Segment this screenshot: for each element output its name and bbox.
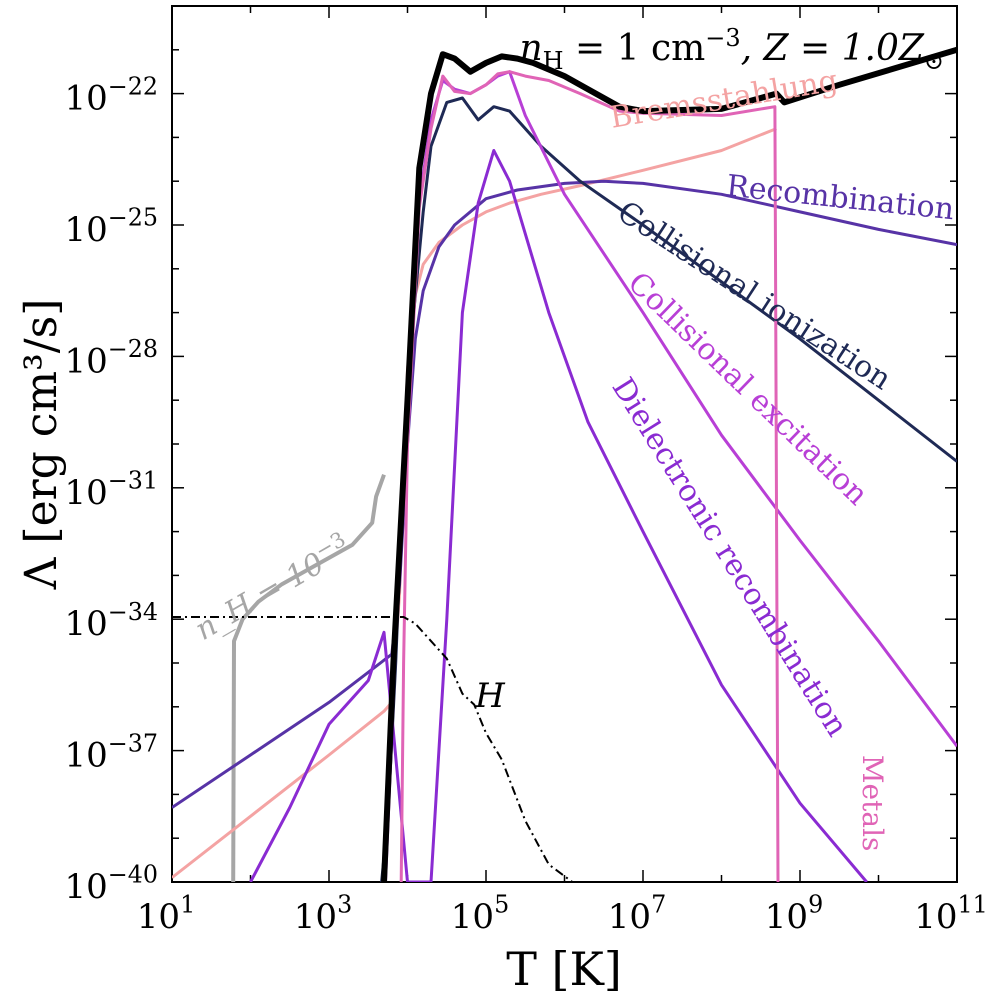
y-tick-label: 10−28 [65, 335, 159, 381]
series-line-dielectronic-recombination [249, 149, 868, 882]
series-label-recombination: Recombination [725, 169, 956, 228]
series-label-heating: H [474, 676, 506, 716]
x-tick-label: 107 [608, 891, 666, 937]
x-tick-label: 103 [294, 891, 352, 937]
series-line-total [381, 46, 957, 882]
series-label-bremsstahlung: Bremsstahlung [607, 63, 840, 135]
y-axis-label: Λ [erg cm³/s] [16, 299, 67, 591]
plot-frame [171, 5, 958, 883]
y-tick-label: 10−40 [65, 861, 159, 907]
x-tick-label: 1011 [914, 891, 988, 937]
y-tick-label: 10−22 [65, 72, 159, 118]
axes-frame-group [171, 5, 958, 883]
series-line-n-h-10-3 [231, 474, 386, 882]
series-label-metals: Metals [856, 755, 889, 852]
x-axis-label: T [K] [506, 942, 622, 996]
series-line-h [172, 616, 573, 882]
y-tick-label: 10−31 [65, 467, 159, 513]
y-tick-label: 10−25 [65, 204, 159, 250]
series-group [172, 46, 957, 882]
series-label-nh-low: n_H = 10−3 [187, 527, 357, 648]
x-tick-label: 105 [451, 891, 509, 937]
x-tick-label: 101 [137, 891, 195, 937]
y-tick-label: 10−37 [65, 729, 159, 775]
axis-tick-label-group: 101 103 105 107 109 1011 10−40 10−37 10−34 10−31 1… [16, 24, 988, 996]
y-tick-label: 10−34 [65, 598, 159, 644]
chart-title: nH = 1 cm−3, Z = 1.0Z⊙ [519, 24, 944, 75]
x-tick-label: 109 [765, 891, 823, 937]
series-label-dielectronic-recombination: Dielectronic recombination [605, 372, 855, 743]
y-axis-label-group: Λ [erg cm³/s] [16, 299, 67, 591]
